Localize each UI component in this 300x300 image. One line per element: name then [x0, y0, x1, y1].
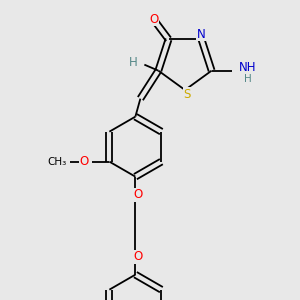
- Text: O: O: [80, 155, 89, 168]
- Text: H: H: [244, 74, 251, 84]
- Text: NH: NH: [239, 61, 256, 74]
- Text: O: O: [134, 188, 143, 201]
- Text: O: O: [149, 13, 158, 26]
- Text: S: S: [183, 88, 191, 100]
- Text: O: O: [134, 250, 143, 263]
- Text: N: N: [197, 28, 206, 41]
- Text: H: H: [129, 56, 138, 69]
- Text: CH₃: CH₃: [48, 157, 67, 167]
